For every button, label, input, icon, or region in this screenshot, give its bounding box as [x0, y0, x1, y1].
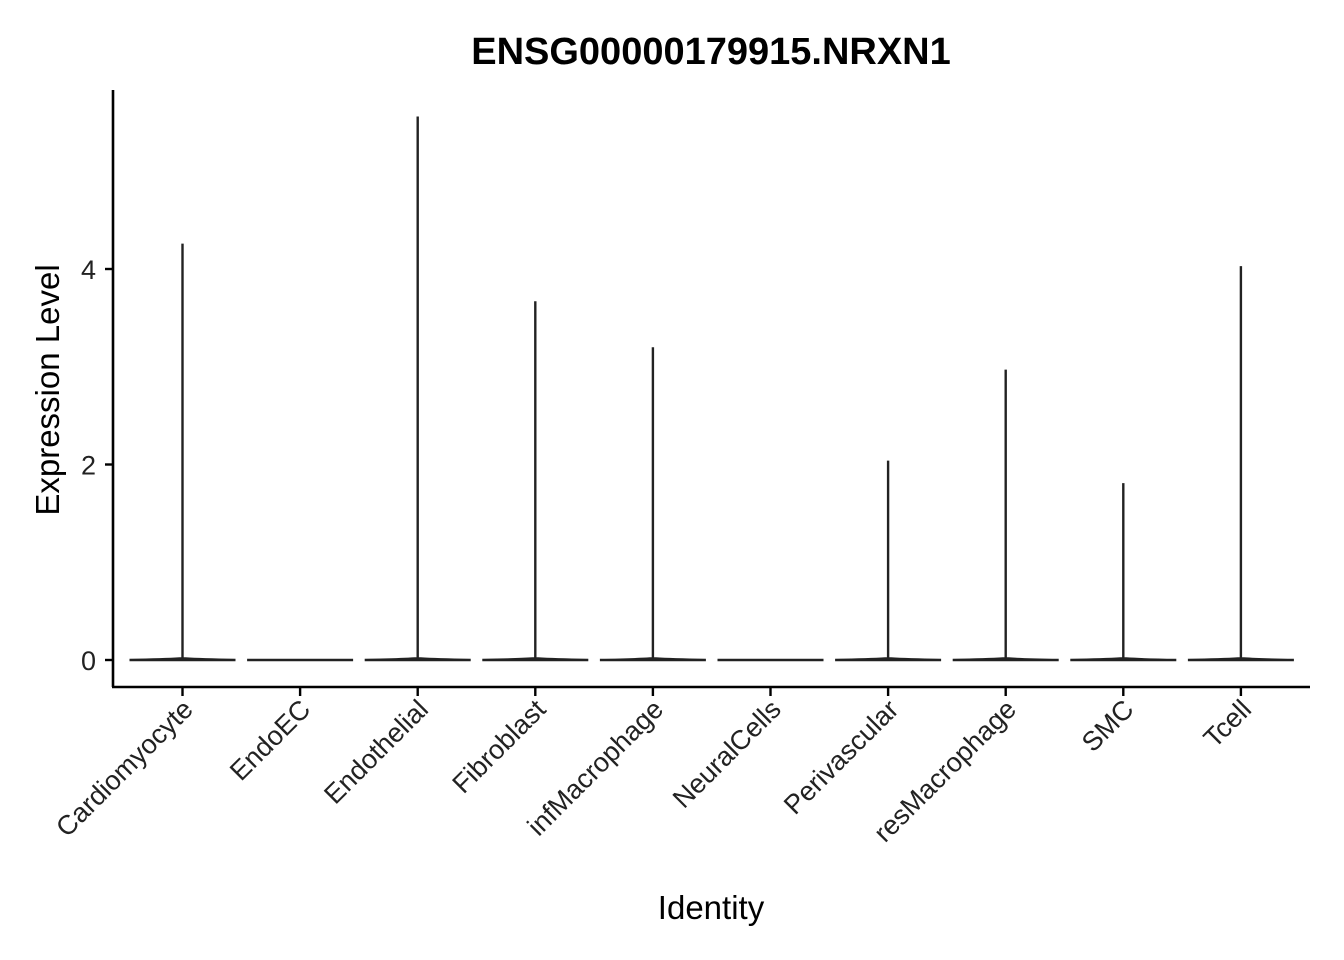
violin-body: [129, 657, 236, 662]
violin-group: [129, 243, 236, 662]
x-tick-label: Endothelial: [318, 694, 434, 810]
y-axis-ticks: 0 2 4: [81, 255, 113, 676]
y-tick-label: 0: [81, 646, 96, 676]
violin-group: [835, 460, 942, 662]
x-tick-label: Perivascular: [778, 694, 904, 820]
violin-group: [364, 116, 471, 662]
violin-body: [599, 657, 706, 662]
violin-group: [599, 347, 706, 662]
violin-group: [1187, 266, 1294, 662]
y-tick-label: 4: [81, 255, 96, 285]
violin-body: [835, 657, 942, 662]
x-tick-label: SMC: [1076, 694, 1140, 758]
violin-body: [1070, 657, 1177, 662]
x-tick-label: Tcell: [1198, 694, 1257, 753]
y-axis-title: Expression Level: [29, 264, 66, 515]
x-tick-label: NeuralCells: [667, 694, 787, 814]
violin-body: [1187, 657, 1294, 662]
x-tick-label: Fibroblast: [447, 694, 552, 799]
x-tick-label: EndoEC: [224, 694, 316, 786]
x-tick-label: Cardiomyocyte: [50, 694, 199, 843]
chart-title: ENSG00000179915.NRXN1: [471, 31, 951, 73]
y-tick-label: 2: [81, 451, 96, 481]
violin-body: [364, 657, 471, 662]
violin-group: [482, 301, 589, 662]
violin-body: [482, 657, 589, 662]
violin-body: [952, 657, 1059, 662]
violin-group: [1070, 483, 1177, 662]
x-axis-title: Identity: [658, 889, 765, 926]
plot-area: [129, 116, 1294, 662]
violin-group: [952, 369, 1059, 662]
x-axis-ticks: Cardiomyocyte EndoEC Endothelial Fibroblast…: [50, 687, 1257, 848]
